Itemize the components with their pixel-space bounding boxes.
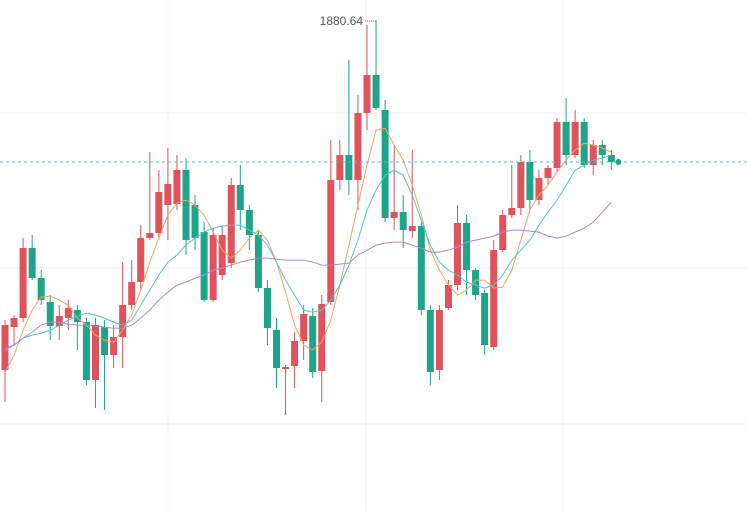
candle-body [182,170,190,240]
candle-body [273,330,280,368]
candle-body [408,226,416,231]
candle-body [417,226,425,310]
candle-body [191,205,199,238]
candle-body [508,208,516,215]
candle-body [236,185,244,210]
candle-body [10,318,18,327]
candle-body [517,162,525,208]
candle-body [291,341,299,366]
candle-body [227,185,235,263]
candle-body [363,75,371,113]
candle-body [526,162,534,200]
candle-body [553,122,561,168]
candle-body [245,210,253,235]
candle-body [55,316,63,326]
candle-body [571,122,579,155]
candle-body [535,178,543,200]
candle-body [562,122,570,155]
candle-body [318,304,326,371]
candle-body [282,367,290,369]
candle-body [309,316,317,372]
candle-body [101,327,109,355]
candle-body [263,288,271,328]
candle-body [607,155,615,162]
candle-body [119,305,127,337]
candle-body [381,110,389,218]
candle-body [28,248,36,278]
candle-body [209,235,217,300]
candle-body [218,235,226,275]
candle-body [200,232,208,300]
candle-body [327,180,335,302]
max-label: 1880.64 [320,14,364,28]
candle-body [354,113,362,180]
candle-body [345,155,353,180]
candle-body [372,75,380,108]
candle-body [128,282,136,305]
candle-body [137,238,145,282]
candle-body [454,223,461,285]
candle-body [110,337,118,355]
candle-body [1,325,9,370]
ma-line [4,127,612,373]
candle-body [589,145,597,165]
candle-body [254,235,262,288]
candle-body [300,314,308,341]
candle-body [46,302,54,326]
candle-body [92,325,99,380]
last-price-dot [615,159,622,165]
candle-body [19,248,27,318]
candle-body [444,285,452,308]
candle-body [399,212,407,230]
candle-body [164,184,172,205]
candle-body [146,233,154,238]
candle-body [336,155,344,180]
candle-body [490,250,498,347]
candle-body [64,308,72,318]
candle-body [472,270,480,295]
candle-body [435,310,443,370]
ma-line [4,201,612,349]
candle-body [598,145,606,155]
ma-line [4,154,612,351]
candle-body [426,310,434,372]
candle-body [463,223,471,270]
candle-body [37,278,45,300]
candle-body [173,170,181,204]
candle-body [481,293,489,345]
candle-body [390,212,398,218]
candle-body [155,192,163,233]
candle-body [544,168,552,178]
candle-body [82,322,90,380]
